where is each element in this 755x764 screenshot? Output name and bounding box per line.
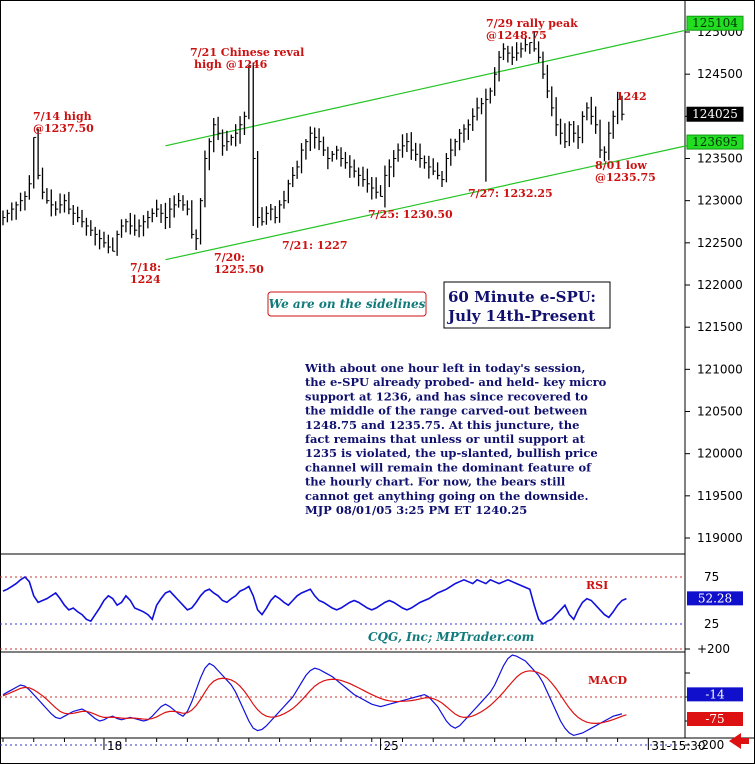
price-channel bbox=[165, 27, 706, 261]
sidelines-label: We are on the sidelines bbox=[269, 297, 426, 311]
channel-lower-line bbox=[165, 141, 706, 261]
annotations: 7/14 high@1237.50 7/18:1224 7/20:1225.50 7/… bbox=[33, 17, 656, 286]
x-tick-label: 31-15:30 bbox=[651, 739, 705, 753]
price-tick-label: 123000 bbox=[697, 194, 743, 208]
commentary-line: fact remains that unless or until suppor… bbox=[305, 432, 586, 446]
annotation-label: 7/20: bbox=[214, 251, 245, 264]
rsi-badge: 52.28 bbox=[698, 591, 732, 605]
rsi-tick-label: 25 bbox=[704, 617, 719, 631]
price-badge: 125104 bbox=[692, 16, 738, 30]
price-badge-box bbox=[686, 106, 744, 122]
price-tick-label: 121000 bbox=[697, 362, 743, 376]
chart-subtitle: July 14th-Present bbox=[446, 307, 595, 325]
price-tick-label: 122000 bbox=[697, 278, 743, 292]
price-tick-label: 119000 bbox=[697, 531, 743, 545]
x-tick-label: 18 bbox=[107, 739, 122, 753]
rsi-tick-label: 75 bbox=[704, 570, 719, 584]
rsi-badge-box bbox=[687, 591, 743, 606]
price-tick-label: 123500 bbox=[697, 152, 743, 166]
chart-title: 60 Minute e-SPU: bbox=[448, 288, 596, 306]
annotation-label: 7/21 Chinese reval bbox=[190, 46, 304, 59]
channel-upper-line bbox=[165, 27, 697, 147]
annotation-label: high @1246 bbox=[194, 58, 268, 71]
commentary-line: cannot get anything going on the downsid… bbox=[305, 489, 588, 503]
x-axis: 18 25 31-15:30 bbox=[2, 738, 706, 753]
macd-badge-box bbox=[687, 687, 743, 702]
commentary-line: the middle of the range carved-out betwe… bbox=[305, 404, 588, 418]
price-badge-box bbox=[686, 15, 744, 31]
annotation-label: @1237.50 bbox=[33, 122, 94, 135]
annotation-label: 7/18: bbox=[130, 261, 161, 274]
rsi-label: RSI bbox=[586, 579, 608, 592]
macd-badge: -75 bbox=[705, 712, 724, 726]
annotation-label: 1224 bbox=[130, 273, 161, 286]
annotation-label: 1225.50 bbox=[214, 263, 264, 276]
rsi-panel: 75 25 52.28 bbox=[0, 570, 743, 631]
price-badge: 123695 bbox=[692, 135, 738, 149]
rsi-line bbox=[2, 575, 627, 626]
annotation-label: 7/25: 1230.50 bbox=[368, 208, 453, 221]
commentary-line: the e-SPU already probed- and held- key … bbox=[305, 375, 607, 389]
commentary-line: 1248.75 and 1235.75. At this juncture, t… bbox=[305, 418, 579, 432]
price-bars bbox=[2, 32, 625, 256]
price-badge: 124025 bbox=[692, 107, 738, 121]
annotation-label: 7/29 rally peak bbox=[486, 17, 578, 30]
annotation-label: 7/27: 1232.25 bbox=[468, 187, 553, 200]
price-tick-label: 121500 bbox=[697, 320, 743, 334]
annotation-label: @1235.75 bbox=[595, 171, 656, 184]
annotation-label: 7/21: 1227 bbox=[282, 239, 347, 252]
macd-badge-box bbox=[687, 712, 743, 726]
scroll-arrow-icon[interactable] bbox=[729, 733, 749, 749]
macd-label: MACD bbox=[588, 674, 627, 687]
annotation-label: 7/14 high bbox=[33, 110, 92, 123]
price-badges: 125104 124025 123695 bbox=[686, 15, 744, 150]
price-tick-label: 122500 bbox=[697, 236, 743, 250]
annotation-label: 8/01 low bbox=[595, 159, 647, 172]
macd-line bbox=[2, 654, 623, 737]
commentary-line: channel will remain the dominant feature… bbox=[305, 460, 592, 474]
commentary: With about one hour left in today's sess… bbox=[304, 361, 607, 517]
macd-signal-line bbox=[2, 670, 627, 725]
commentary-line: With about one hour left in today's sess… bbox=[304, 361, 585, 375]
sidelines-box bbox=[267, 291, 427, 317]
commentary-line: MJP 08/01/05 3:25 PM ET 1240.25 bbox=[305, 503, 527, 517]
price-badge-box bbox=[686, 134, 744, 150]
annotation-label: 1242 bbox=[616, 90, 647, 103]
credit: CQG, Inc; MPTrader.com bbox=[368, 630, 534, 644]
commentary-line: the hourly chart. For now, the bears sti… bbox=[305, 475, 566, 489]
title-box bbox=[443, 281, 611, 329]
price-tick-label: 120000 bbox=[697, 447, 743, 461]
commentary-line: 1235 is violated, the up-slanted, bullis… bbox=[305, 446, 598, 460]
x-tick-label: 25 bbox=[384, 739, 399, 753]
annotation-label: @1248.75 bbox=[486, 29, 547, 42]
macd-tick-label: -200 bbox=[697, 738, 724, 752]
price-tick-label: 119500 bbox=[697, 489, 743, 503]
price-tick-label: 124500 bbox=[697, 67, 743, 81]
macd-tick-label: +200 bbox=[697, 642, 730, 656]
commentary-line: support at 1236, and has since recovered… bbox=[305, 389, 588, 403]
price-tick-label: 120500 bbox=[697, 405, 743, 419]
macd-badge: -14 bbox=[705, 687, 725, 701]
macd-panel: +2000-200-14-75 bbox=[0, 642, 743, 752]
